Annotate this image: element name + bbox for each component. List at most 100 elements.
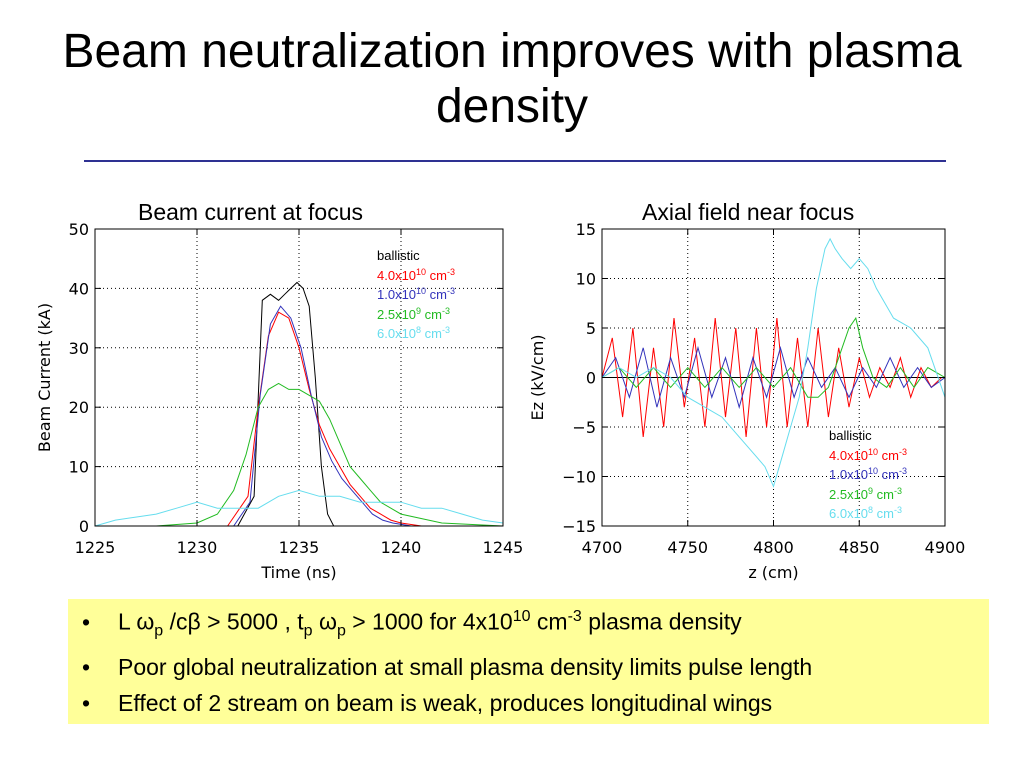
- text-run: ballistic: [829, 428, 872, 443]
- legend-entry: 6.0x108 cm-3: [377, 324, 455, 344]
- subscript: p: [303, 622, 313, 640]
- subscript: p: [336, 622, 346, 640]
- text-run: 1.0x10: [377, 287, 417, 302]
- superscript: -3: [447, 266, 456, 277]
- slide-title: Beam neutralization improves with plasma…: [62, 25, 962, 133]
- superscript: -3: [442, 305, 451, 316]
- text-run: Effect of 2 stream on beam is weak, prod…: [118, 690, 773, 717]
- series-line: [95, 305, 503, 527]
- x-axis-label: z (cm): [748, 563, 798, 582]
- text-run: Poor global neutralization at small plas…: [118, 654, 813, 681]
- series-line: [601, 237, 946, 488]
- superscript: -3: [899, 446, 908, 457]
- x-tick-label: 1240: [381, 538, 422, 557]
- x-tick-label: 4750: [667, 538, 708, 557]
- text-run: ballistic: [377, 248, 420, 263]
- bullet-item: • L ωp /cβ > 5000 , tp ωp > 1000 for 4x10…: [82, 599, 989, 649]
- text-run: cm: [873, 486, 895, 502]
- text-run: 2.5x10: [829, 486, 869, 502]
- x-tick-label: 4900: [925, 538, 966, 557]
- x-tick-label: 4850: [839, 538, 880, 557]
- text-run: 2.5x10: [377, 306, 417, 322]
- y-tick-label: 50: [69, 220, 89, 239]
- y-tick-label: 10: [69, 458, 89, 477]
- bullet-marker: •: [82, 608, 91, 635]
- superscript: 8: [416, 325, 422, 335]
- greek-symbol: ω: [136, 608, 155, 635]
- superscript: 10: [868, 466, 879, 476]
- summary-box: • L ωp /cβ > 5000 , tp ωp > 1000 for 4x10…: [68, 599, 989, 724]
- bullet-text: Effect of 2 stream on beam is weak, prod…: [118, 685, 772, 721]
- text-run: cm: [873, 506, 895, 521]
- text-run: > 5000 , t: [200, 608, 304, 635]
- legend-entry: 2.5x109 cm-3: [377, 305, 455, 325]
- bullet-text: Poor global neutralization at small plas…: [118, 649, 812, 685]
- y-tick-label: −15: [562, 517, 596, 536]
- superscript: 10: [416, 266, 427, 277]
- superscript: -3: [899, 466, 908, 476]
- text-run: 6.0x10: [829, 506, 869, 521]
- legend-entry: 1.0x1010 cm-3: [377, 285, 455, 305]
- text-run: L: [118, 608, 137, 635]
- text-run: cm: [426, 267, 448, 283]
- bullet-marker: •: [82, 654, 91, 681]
- x-tick-label: 1230: [177, 538, 218, 557]
- y-axis-label: Ez (kV/cm): [528, 334, 547, 420]
- series-line: [601, 316, 946, 398]
- legend-entry: ballistic: [829, 426, 907, 446]
- left-plot-title: Beam current at focus: [138, 199, 363, 225]
- bullet-item: • Effect of 2 stream on beam is weak, pro…: [82, 685, 989, 721]
- text-run: cm: [421, 306, 443, 322]
- greek-symbol: β: [187, 608, 201, 635]
- series-line: [601, 345, 946, 410]
- y-tick-label: 5: [586, 319, 596, 338]
- legend-entry: 4.0x1010 cm-3: [377, 266, 455, 286]
- greek-symbol: ω: [318, 608, 337, 635]
- text-run: 4.0x10: [829, 447, 869, 463]
- subscript: p: [154, 622, 164, 640]
- text-run: 4.0x10: [377, 267, 417, 283]
- x-tick-label: 1225: [75, 538, 116, 557]
- superscript: -3: [894, 485, 903, 496]
- x-tick-label: 1235: [279, 538, 320, 557]
- text-run: cm: [878, 467, 900, 482]
- bullet-item: • Poor global neutralization at small pla…: [82, 649, 989, 685]
- bullet-text: L ωp /cβ > 5000 , tp ωp > 1000 for 4x101…: [118, 599, 742, 649]
- superscript: 9: [416, 305, 422, 316]
- text-run: 1.0x10: [829, 467, 869, 482]
- right-plot-title: Axial field near focus: [642, 199, 855, 225]
- text-run: 6.0x10: [377, 326, 417, 341]
- legend-entry: 2.5x109 cm-3: [829, 485, 907, 505]
- superscript: -3: [442, 325, 451, 335]
- x-tick-label: 4700: [582, 538, 623, 557]
- right-legend: ballistic 4.0x1010 cm-3 1.0x1010 cm-3 2.5x1…: [829, 426, 907, 524]
- series-line: [95, 281, 503, 527]
- y-tick-label: 30: [69, 339, 89, 358]
- y-axis-label: Beam Current (kA): [35, 303, 54, 452]
- x-axis-label: Time (ns): [260, 563, 336, 582]
- y-tick-label: −10: [562, 468, 596, 487]
- text-run: /c: [163, 608, 188, 635]
- series-line: [95, 382, 504, 527]
- x-tick-label: 4800: [753, 538, 794, 557]
- y-tick-label: 10: [576, 270, 596, 289]
- left-legend: ballistic 4.0x1010 cm-3 1.0x1010 cm-3 2.5x1…: [377, 246, 455, 344]
- y-tick-label: −5: [572, 418, 596, 437]
- text-run: > 1000 for 4x10: [345, 608, 513, 635]
- series-line: [94, 489, 504, 527]
- superscript: -3: [567, 608, 582, 625]
- y-tick-label: 40: [69, 279, 89, 298]
- y-tick-label: 15: [576, 220, 596, 239]
- superscript: 10: [512, 608, 531, 625]
- superscript: -3: [894, 505, 903, 515]
- legend-entry: 4.0x1010 cm-3: [829, 446, 907, 466]
- superscript: 10: [868, 446, 879, 457]
- y-tick-label: 0: [79, 517, 89, 536]
- superscript: -3: [447, 286, 456, 296]
- y-tick-label: 20: [69, 398, 89, 417]
- text-run: cm: [878, 447, 900, 463]
- text-run: cm: [426, 287, 448, 302]
- y-tick-label: 0: [586, 369, 596, 388]
- superscript: 9: [868, 485, 874, 496]
